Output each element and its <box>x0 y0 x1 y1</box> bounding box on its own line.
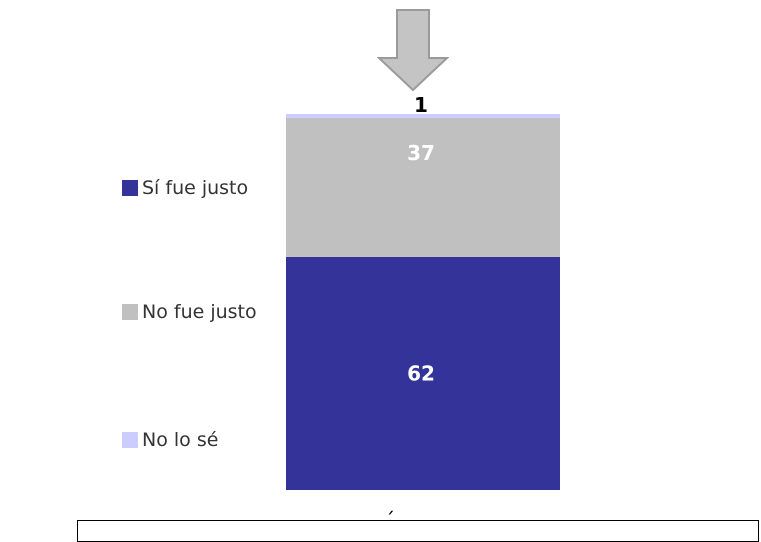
bar-segment-1 <box>286 256 560 490</box>
legend-item-3: No lo sé <box>122 429 218 451</box>
data-label-2: 37 <box>407 141 435 165</box>
legend-item-2: No fue justo <box>122 301 257 323</box>
bar-segment-2 <box>286 117 560 257</box>
stacked-bar-chart: 62 37 1 <box>286 93 560 490</box>
legend-label: No fue justo <box>142 301 257 323</box>
bar-segment-3 <box>286 114 560 118</box>
down-arrow-icon <box>377 9 449 92</box>
data-label-1: 62 <box>407 361 435 385</box>
legend-swatch <box>122 180 138 196</box>
legend-item-1: Sí fue justo <box>122 177 248 199</box>
text-frame <box>77 520 759 542</box>
text-fragment: ´ <box>385 508 395 532</box>
data-label-3: 1 <box>414 93 428 117</box>
legend-label: Sí fue justo <box>142 177 249 199</box>
legend-label: No lo sé <box>142 429 219 451</box>
legend-swatch <box>122 304 138 320</box>
legend-swatch <box>122 432 138 448</box>
